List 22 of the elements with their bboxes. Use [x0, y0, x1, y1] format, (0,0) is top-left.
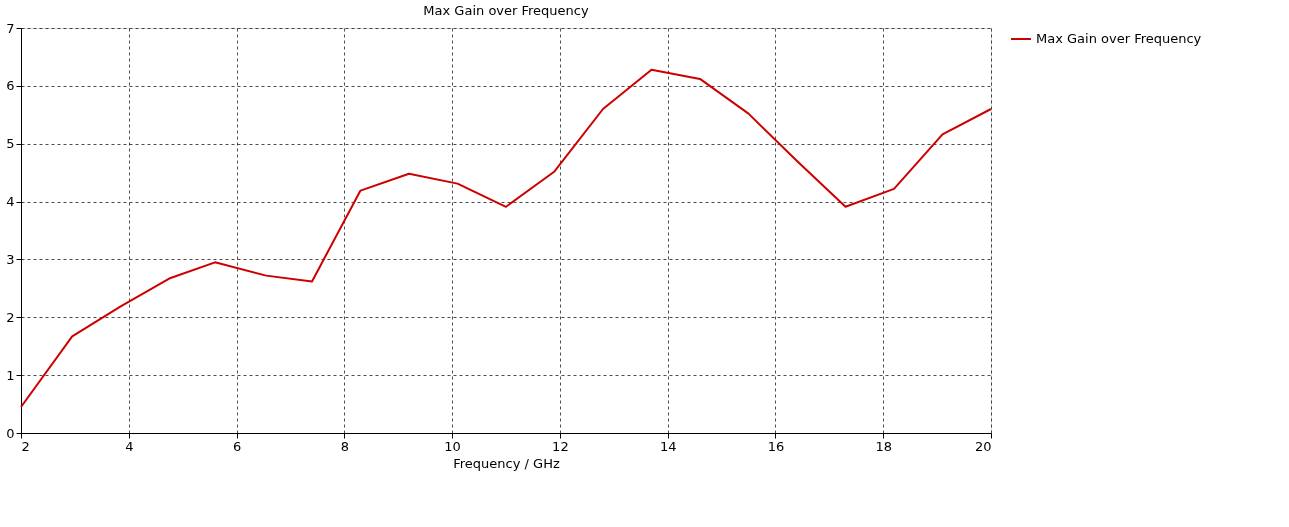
y-tick-label: 2: [6, 309, 15, 325]
x-tick-label: 2: [21, 438, 30, 454]
x-tick-label: 20: [974, 438, 992, 454]
line-series: [20, 68, 992, 408]
y-tick-label: 6: [6, 78, 15, 94]
y-tick-label: 0: [6, 425, 15, 441]
x-tick-label: 18: [875, 438, 892, 454]
y-tick-label: 3: [6, 251, 15, 267]
legend-label: Max Gain over Frequency: [1036, 31, 1202, 46]
y-tick-label: 4: [6, 194, 15, 210]
y-tick-label: 5: [6, 136, 15, 152]
y-tick-label: 7: [6, 20, 15, 36]
y-tick-label: 1: [6, 367, 15, 383]
chart-title: Max Gain over Frequency: [423, 3, 589, 18]
x-tick-label: 4: [125, 438, 134, 454]
x-tick-label: 14: [659, 438, 677, 454]
x-tick-label: 6: [232, 438, 242, 454]
x-tick-label: 12: [552, 438, 569, 454]
x-tick-label: 10: [444, 438, 461, 454]
x-axis-title: Frequency / GHz: [453, 455, 560, 471]
x-tick-label: 16: [767, 438, 785, 454]
x-tick-label: 8: [340, 438, 349, 454]
